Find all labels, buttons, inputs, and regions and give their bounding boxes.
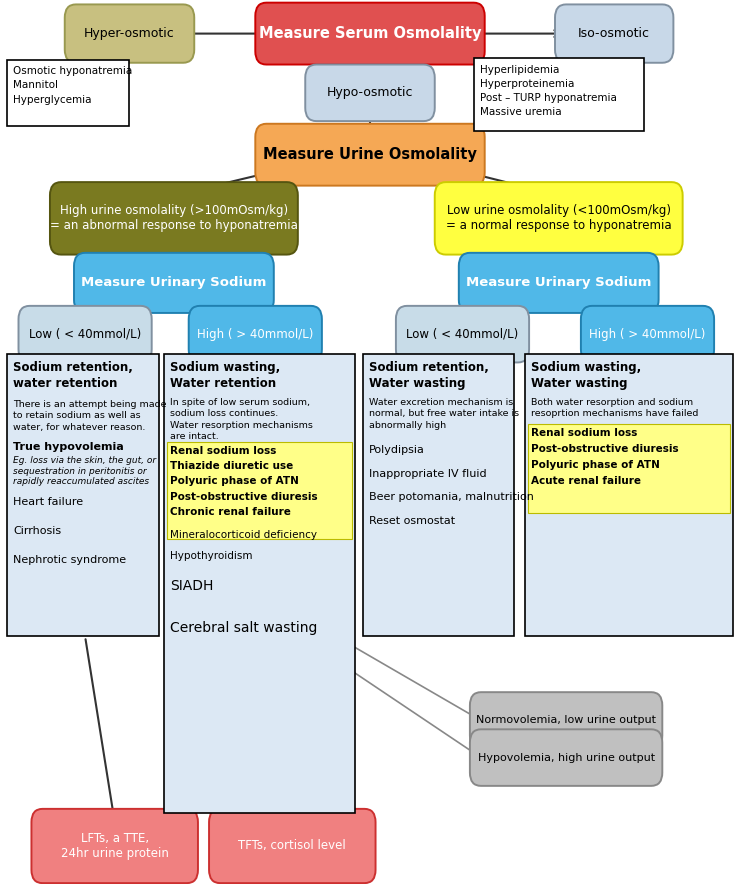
FancyBboxPatch shape: [65, 4, 194, 63]
Text: Measure Urine Osmolality: Measure Urine Osmolality: [263, 148, 477, 162]
Bar: [164, 354, 355, 813]
Text: Sodium retention,: Sodium retention,: [369, 361, 488, 374]
Text: Sodium wasting,: Sodium wasting,: [170, 361, 280, 374]
FancyBboxPatch shape: [74, 253, 274, 313]
FancyBboxPatch shape: [306, 65, 434, 121]
Text: Water retention: Water retention: [170, 377, 276, 390]
Text: Massive uremia: Massive uremia: [480, 107, 561, 117]
Text: Mineralocorticoid deficiency: Mineralocorticoid deficiency: [170, 530, 317, 540]
Text: Polyuric phase of ATN: Polyuric phase of ATN: [531, 460, 660, 469]
FancyBboxPatch shape: [435, 182, 682, 255]
Bar: [167, 442, 352, 539]
FancyBboxPatch shape: [581, 306, 714, 362]
Text: Post-obstructive diuresis: Post-obstructive diuresis: [170, 492, 317, 501]
Text: Hyperglycemia: Hyperglycemia: [13, 95, 92, 104]
Text: Eg. loss via the skin, the gut, or: Eg. loss via the skin, the gut, or: [13, 456, 156, 465]
Text: to retain sodium as well as: to retain sodium as well as: [13, 411, 141, 420]
Bar: [474, 58, 644, 131]
Text: Post – TURP hyponatremia: Post – TURP hyponatremia: [480, 93, 616, 103]
Text: High ( > 40mmol/L): High ( > 40mmol/L): [589, 328, 706, 340]
Text: TFTs, cortisol level: TFTs, cortisol level: [238, 840, 346, 852]
Text: True hypovolemia: True hypovolemia: [13, 442, 124, 452]
Text: Chronic renal failure: Chronic renal failure: [170, 507, 291, 516]
Text: Renal sodium loss: Renal sodium loss: [170, 446, 277, 456]
Text: Polyuric phase of ATN: Polyuric phase of ATN: [170, 476, 299, 486]
Bar: [7, 60, 129, 126]
Text: water, for whatever reason.: water, for whatever reason.: [13, 423, 146, 431]
Bar: [528, 424, 730, 513]
Text: Low urine osmolality (<100mOsm/kg)
= a normal response to hyponatremia: Low urine osmolality (<100mOsm/kg) = a n…: [446, 204, 671, 232]
Bar: [525, 354, 733, 636]
Text: High ( > 40mmol/L): High ( > 40mmol/L): [197, 328, 314, 340]
FancyBboxPatch shape: [209, 809, 375, 883]
FancyBboxPatch shape: [396, 306, 529, 362]
Text: Thiazide diuretic use: Thiazide diuretic use: [170, 461, 294, 471]
Text: Hypovolemia, high urine output: Hypovolemia, high urine output: [477, 752, 655, 763]
Text: Cirrhosis: Cirrhosis: [13, 526, 61, 536]
Text: Water excretion mechanism is: Water excretion mechanism is: [369, 398, 513, 407]
Text: Osmotic hyponatremia: Osmotic hyponatremia: [13, 66, 132, 76]
Text: Sodium retention,: Sodium retention,: [13, 361, 133, 374]
Text: Beer potomania, malnutrition: Beer potomania, malnutrition: [369, 492, 534, 502]
Text: Renal sodium loss: Renal sodium loss: [531, 428, 638, 438]
Text: Water resorption mechanisms: Water resorption mechanisms: [170, 421, 313, 430]
Text: Cerebral salt wasting: Cerebral salt wasting: [170, 621, 317, 636]
Text: Sodium wasting,: Sodium wasting,: [531, 361, 642, 374]
Text: Normovolemia, low urine output: Normovolemia, low urine output: [476, 715, 656, 726]
Text: Water wasting: Water wasting: [369, 377, 465, 390]
Text: Post-obstructive diuresis: Post-obstructive diuresis: [531, 444, 679, 453]
FancyBboxPatch shape: [470, 729, 662, 786]
Text: Nephrotic syndrome: Nephrotic syndrome: [13, 555, 127, 565]
Text: Hyper-osmotic: Hyper-osmotic: [84, 27, 175, 40]
Text: Measure Urinary Sodium: Measure Urinary Sodium: [466, 277, 651, 289]
Text: Acute renal failure: Acute renal failure: [531, 476, 642, 485]
Text: LFTs, a TTE,
24hr urine protein: LFTs, a TTE, 24hr urine protein: [61, 832, 169, 860]
Text: SIADH: SIADH: [170, 579, 214, 593]
FancyBboxPatch shape: [459, 253, 659, 313]
FancyBboxPatch shape: [189, 306, 322, 362]
Text: Water wasting: Water wasting: [531, 377, 628, 390]
Text: There is an attempt being made: There is an attempt being made: [13, 400, 166, 408]
Text: normal, but free water intake is: normal, but free water intake is: [369, 409, 519, 418]
FancyBboxPatch shape: [18, 306, 152, 362]
Text: resoprtion mechanisms have failed: resoprtion mechanisms have failed: [531, 409, 699, 418]
Text: Iso-osmotic: Iso-osmotic: [578, 27, 650, 40]
Text: Measure Serum Osmolality: Measure Serum Osmolality: [259, 27, 481, 41]
Text: Mannitol: Mannitol: [13, 80, 58, 90]
Bar: [363, 354, 514, 636]
Text: Measure Urinary Sodium: Measure Urinary Sodium: [81, 277, 266, 289]
Text: sequestration in peritonitis or: sequestration in peritonitis or: [13, 467, 147, 476]
FancyBboxPatch shape: [255, 124, 485, 186]
Text: are intact.: are intact.: [170, 432, 219, 441]
Text: Heart failure: Heart failure: [13, 497, 84, 507]
Text: Hypothyroidism: Hypothyroidism: [170, 551, 252, 560]
Text: Low ( < 40mmol/L): Low ( < 40mmol/L): [406, 328, 519, 340]
Text: water retention: water retention: [13, 377, 118, 390]
FancyBboxPatch shape: [555, 4, 673, 63]
FancyBboxPatch shape: [255, 3, 485, 65]
Text: In spite of low serum sodium,: In spite of low serum sodium,: [170, 398, 310, 407]
FancyBboxPatch shape: [31, 809, 198, 883]
Text: rapidly reaccumulated ascites: rapidly reaccumulated ascites: [13, 477, 149, 486]
Text: Hyperlipidemia: Hyperlipidemia: [480, 65, 559, 74]
FancyBboxPatch shape: [50, 182, 297, 255]
Text: Low ( < 40mmol/L): Low ( < 40mmol/L): [29, 328, 141, 340]
Text: Inappropriate IV fluid: Inappropriate IV fluid: [369, 469, 486, 478]
Text: abnormally high: abnormally high: [369, 421, 445, 430]
Bar: [7, 354, 159, 636]
Text: Hypo-osmotic: Hypo-osmotic: [327, 87, 413, 99]
Text: Both water resorption and sodium: Both water resorption and sodium: [531, 398, 693, 407]
FancyBboxPatch shape: [470, 692, 662, 749]
Text: sodium loss continues.: sodium loss continues.: [170, 409, 278, 418]
Text: Hyperproteinemia: Hyperproteinemia: [480, 79, 574, 88]
Text: High urine osmolality (>100mOsm/kg)
= an abnormal response to hyponatremia: High urine osmolality (>100mOsm/kg) = an…: [50, 204, 297, 232]
Text: Reset osmostat: Reset osmostat: [369, 516, 454, 526]
Text: Polydipsia: Polydipsia: [369, 445, 425, 454]
